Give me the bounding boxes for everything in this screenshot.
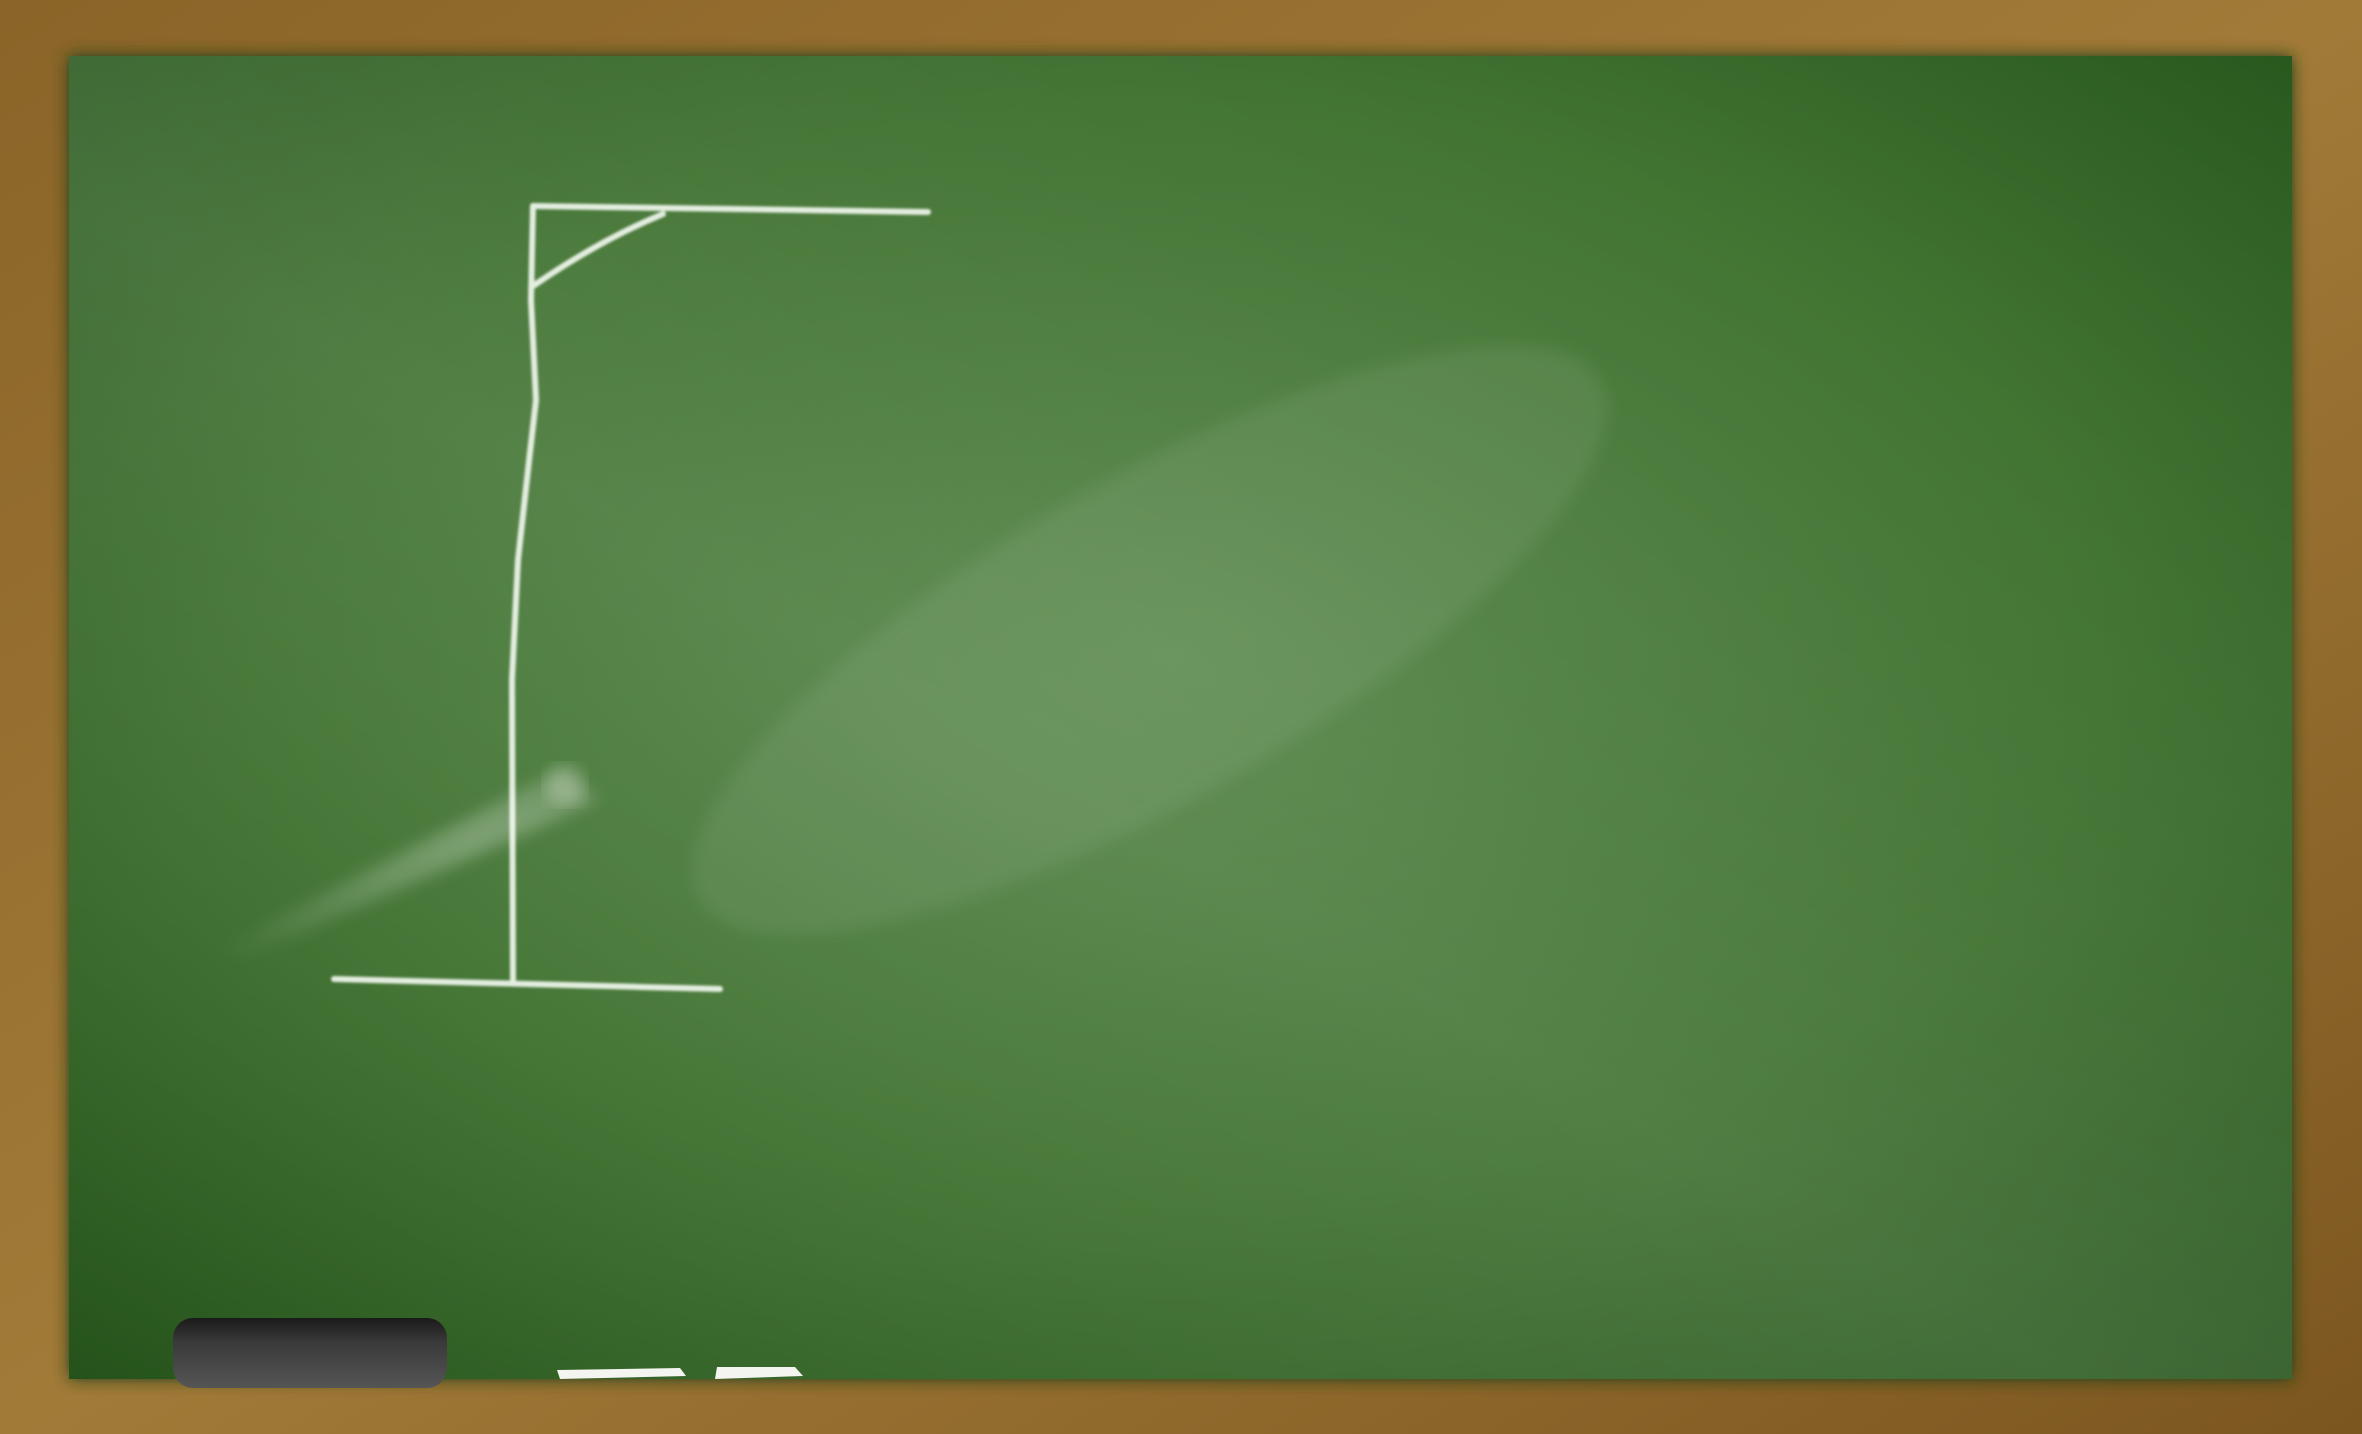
eraser[interactable] <box>173 1318 447 1388</box>
gallows <box>331 203 931 992</box>
gallows-base <box>331 976 723 992</box>
dust-streak <box>140 770 600 1000</box>
gallows-brace <box>530 211 666 289</box>
dust-spot <box>545 765 585 805</box>
chalk-piece[interactable] <box>557 1368 686 1379</box>
gallows-post <box>508 203 540 985</box>
gallows-beam <box>530 203 931 215</box>
chalk-piece[interactable] <box>715 1367 803 1379</box>
chalk-wipe <box>692 345 1608 935</box>
chalk-dust <box>140 765 600 1000</box>
